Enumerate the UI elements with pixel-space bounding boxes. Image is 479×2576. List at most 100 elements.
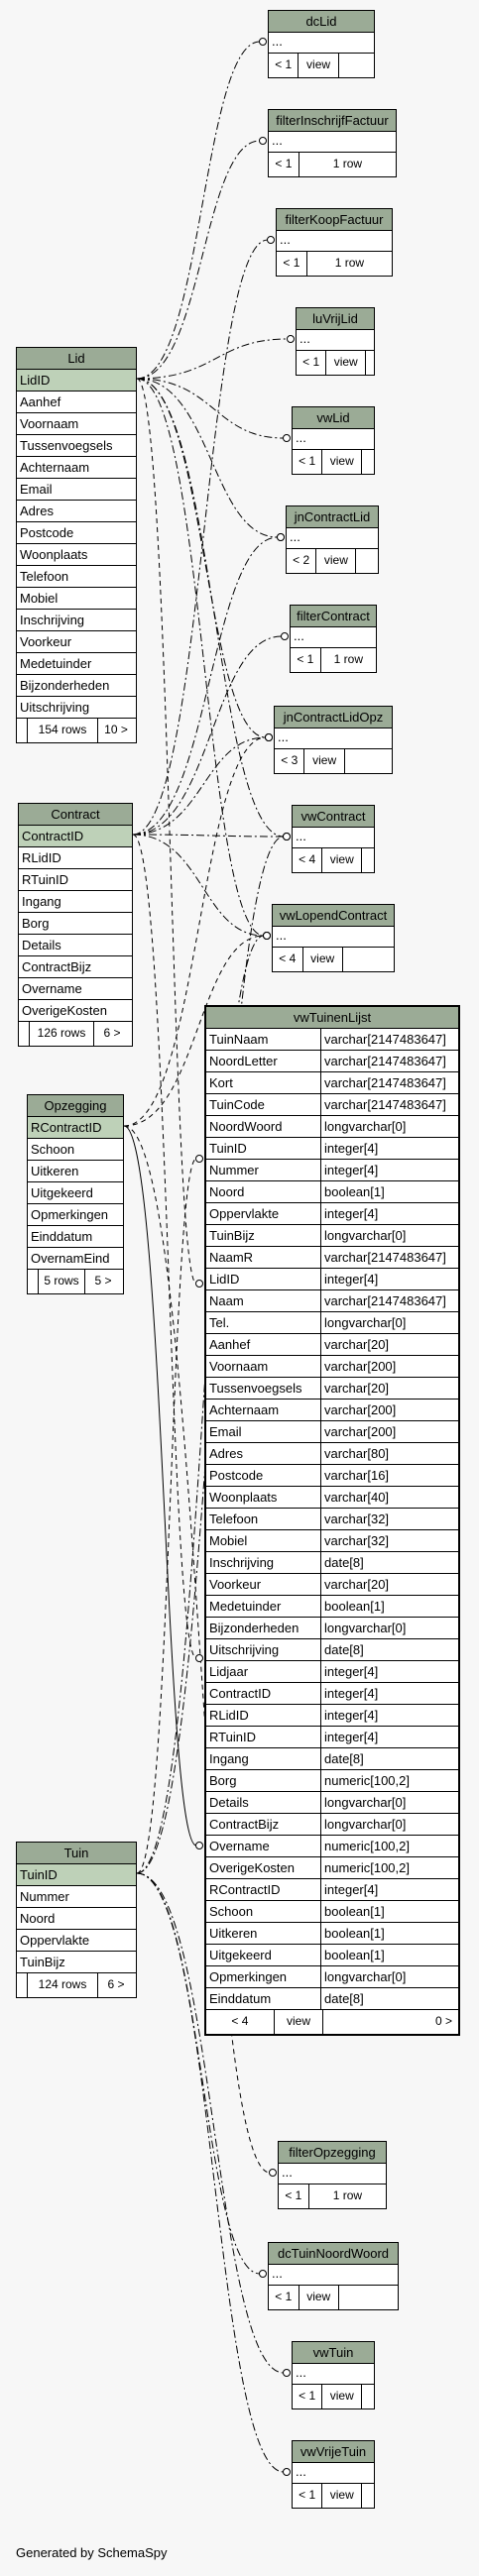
table-contract-header[interactable]: Contract xyxy=(19,804,132,826)
vwTuinenLijst-column[interactable]: Aanhef varchar[20] xyxy=(206,1334,458,1356)
table-lid-header[interactable]: Lid xyxy=(17,348,136,370)
vwTuinenLijst-column[interactable]: Ingang date[8] xyxy=(206,1748,458,1770)
table-lid-column[interactable]: Achternaam xyxy=(17,457,136,479)
vwTuinenLijst-column[interactable]: Voornaam varchar[200] xyxy=(206,1356,458,1378)
vwTuinenLijst-column[interactable]: TuinID integer[4] xyxy=(206,1138,458,1160)
vwTuinenLijst-column[interactable]: Email varchar[200] xyxy=(206,1421,458,1443)
table-tuin-pk[interactable]: TuinID xyxy=(17,1864,136,1886)
view-dcLid[interactable]: dcLid... < 1 view xyxy=(268,10,375,78)
vwTuinenLijst-column[interactable]: Overname numeric[100,2] xyxy=(206,1836,458,1857)
vwTuinenLijst-column[interactable]: TuinNaam varchar[2147483647] xyxy=(206,1029,458,1051)
table-lid-column[interactable]: Telefoon xyxy=(17,566,136,588)
table-lid-column[interactable]: Postcode xyxy=(17,522,136,544)
view-vwTuin[interactable]: vwTuin... < 1 view xyxy=(292,2341,375,2409)
table-lid[interactable]: Lid LidID Aanhef Voornaam Tussenvoegsels Acht… xyxy=(16,347,137,743)
view-header[interactable]: filterKoopFactuur xyxy=(277,209,392,231)
table-opzegging-column[interactable]: Uitgekeerd xyxy=(28,1182,123,1204)
vwTuinenLijst-column[interactable]: Uitgekeerd boolean[1] xyxy=(206,1945,458,1966)
vwTuinenLijst-column[interactable]: RContractID integer[4] xyxy=(206,1879,458,1901)
view-header[interactable]: vwLid xyxy=(293,407,374,429)
vwTuinenLijst-column[interactable]: ContractID integer[4] xyxy=(206,1683,458,1705)
view-vwLid[interactable]: vwLid... < 1 view xyxy=(292,406,375,475)
table-tuin-column[interactable]: TuinBijz xyxy=(17,1952,136,1973)
view-header[interactable]: jnContractLid xyxy=(287,506,378,528)
table-opzegging-column[interactable]: Opmerkingen xyxy=(28,1204,123,1226)
vwTuinenLijst-column[interactable]: Inschrijving date[8] xyxy=(206,1552,458,1574)
view-jnContractLidOpz[interactable]: jnContractLidOpz... < 3 view xyxy=(274,706,393,774)
table-lid-column[interactable]: Uitschrijving xyxy=(17,697,136,719)
table-tuin-column[interactable]: Noord xyxy=(17,1908,136,1930)
vwTuinenLijst-column[interactable]: RLidID integer[4] xyxy=(206,1705,458,1727)
vwTuinenLijst-column[interactable]: Medetuinder boolean[1] xyxy=(206,1596,458,1618)
vwTuinenLijst-column[interactable]: Uitschrijving date[8] xyxy=(206,1639,458,1661)
vwTuinenLijst-column[interactable]: TuinBijz longvarchar[0] xyxy=(206,1225,458,1247)
view-header[interactable]: filterInschrijfFactuur xyxy=(269,110,396,132)
vwTuinenLijst-column[interactable]: Borg numeric[100,2] xyxy=(206,1770,458,1792)
vwTuinenLijst-column[interactable]: NoordLetter varchar[2147483647] xyxy=(206,1051,458,1072)
view-header[interactable]: dcTuinNoordWoord xyxy=(269,2243,398,2265)
vwTuinenLijst-column[interactable]: Woonplaats varchar[40] xyxy=(206,1487,458,1509)
view-header[interactable]: dcLid xyxy=(269,11,374,33)
table-lid-column[interactable]: Inschrijving xyxy=(17,610,136,631)
vwTuinenLijst-column[interactable]: Uitkeren boolean[1] xyxy=(206,1923,458,1945)
table-opzegging-column[interactable]: OvernamEind xyxy=(28,1248,123,1270)
vwTuinenLijst-column[interactable]: Oppervlakte integer[4] xyxy=(206,1203,458,1225)
vwTuinenLijst-column[interactable]: Nummer integer[4] xyxy=(206,1160,458,1181)
table-lid-column[interactable]: Mobiel xyxy=(17,588,136,610)
view-header[interactable]: jnContractLidOpz xyxy=(275,707,392,728)
vwTuinenLijst-column[interactable]: Bijzonderheden longvarchar[0] xyxy=(206,1618,458,1639)
vwTuinenLijst-column[interactable]: Telefoon varchar[32] xyxy=(206,1509,458,1530)
table-contract-column[interactable]: Borg xyxy=(19,913,132,935)
table-tuin-header[interactable]: Tuin xyxy=(17,1843,136,1864)
vwTuinenLijst-column[interactable]: Schoon boolean[1] xyxy=(206,1901,458,1923)
vwTuinenLijst-column[interactable]: Kort varchar[2147483647] xyxy=(206,1072,458,1094)
view-header[interactable]: vwLopendContract xyxy=(273,905,394,927)
table-opzegging-column[interactable]: Schoon xyxy=(28,1139,123,1161)
table-tuin-column[interactable]: Oppervlakte xyxy=(17,1930,136,1952)
vwTuinenLijst-column[interactable]: TuinCode varchar[2147483647] xyxy=(206,1094,458,1116)
view-filterContract[interactable]: filterContract... < 1 1 row xyxy=(290,605,377,673)
vwTuinenLijst-header[interactable]: vwTuinenLijst xyxy=(206,1007,458,1029)
vwTuinenLijst-column[interactable]: Voorkeur varchar[20] xyxy=(206,1574,458,1596)
vwTuinenLijst-column[interactable]: ContractBijz longvarchar[0] xyxy=(206,1814,458,1836)
table-contract[interactable]: Contract ContractID RLidID RTuinID Ingang Bor… xyxy=(18,803,133,1047)
view-luVrijLid[interactable]: luVrijLid... < 1 view xyxy=(296,307,375,376)
table-tuin-column[interactable]: Nummer xyxy=(17,1886,136,1908)
vwTuinenLijst-column[interactable]: RTuinID integer[4] xyxy=(206,1727,458,1748)
table-contract-column[interactable]: OverigeKosten xyxy=(19,1000,132,1022)
table-opzegging-column[interactable]: Einddatum xyxy=(28,1226,123,1248)
table-lid-pk[interactable]: LidID xyxy=(17,370,136,392)
vwTuinenLijst-column[interactable]: Tussenvoegsels varchar[20] xyxy=(206,1378,458,1400)
table-lid-column[interactable]: Tussenvoegsels xyxy=(17,435,136,457)
vwTuinenLijst-column[interactable]: LidID integer[4] xyxy=(206,1269,458,1290)
view-vwTuinenLijst[interactable]: vwTuinenLijst TuinNaam varchar[2147483647]… xyxy=(204,1005,460,2036)
table-contract-column[interactable]: Details xyxy=(19,935,132,956)
view-filterKoopFactuur[interactable]: filterKoopFactuur... < 1 1 row xyxy=(276,208,393,277)
table-contract-column[interactable]: ContractBijz xyxy=(19,956,132,978)
table-lid-column[interactable]: Email xyxy=(17,479,136,501)
vwTuinenLijst-column[interactable]: OverigeKosten numeric[100,2] xyxy=(206,1857,458,1879)
table-contract-column[interactable]: Ingang xyxy=(19,891,132,913)
vwTuinenLijst-column[interactable]: Opmerkingen longvarchar[0] xyxy=(206,1966,458,1988)
vwTuinenLijst-column[interactable]: NoordWoord longvarchar[0] xyxy=(206,1116,458,1138)
view-jnContractLid[interactable]: jnContractLid... < 2 view xyxy=(286,505,379,574)
table-contract-column[interactable]: RLidID xyxy=(19,847,132,869)
table-lid-column[interactable]: Bijzonderheden xyxy=(17,675,136,697)
view-header[interactable]: vwTuin xyxy=(293,2342,374,2364)
vwTuinenLijst-column[interactable]: Tel. longvarchar[0] xyxy=(206,1312,458,1334)
view-filterInschrijfFactuur[interactable]: filterInschrijfFactuur... < 1 1 row xyxy=(268,109,397,177)
vwTuinenLijst-column[interactable]: Naam varchar[2147483647] xyxy=(206,1290,458,1312)
vwTuinenLijst-column[interactable]: Noord boolean[1] xyxy=(206,1181,458,1203)
vwTuinenLijst-column[interactable]: NaamR varchar[2147483647] xyxy=(206,1247,458,1269)
view-dcTuinNoordWoord[interactable]: dcTuinNoordWoord... < 1 view xyxy=(268,2242,399,2310)
table-tuin[interactable]: Tuin TuinID Nummer Noord Oppervlakte TuinBijz… xyxy=(16,1842,137,1998)
view-vwVrijeTuin[interactable]: vwVrijeTuin... < 1 view xyxy=(292,2440,375,2509)
view-vwContract[interactable]: vwContract... < 4 view xyxy=(292,805,375,873)
table-contract-pk[interactable]: ContractID xyxy=(19,826,132,847)
table-opzegging-column[interactable]: Uitkeren xyxy=(28,1161,123,1182)
table-lid-column[interactable]: Medetuinder xyxy=(17,653,136,675)
view-header[interactable]: filterOpzegging xyxy=(279,2142,386,2164)
table-opzegging-pk[interactable]: RContractID xyxy=(28,1117,123,1139)
vwTuinenLijst-column[interactable]: Details longvarchar[0] xyxy=(206,1792,458,1814)
table-lid-column[interactable]: Voorkeur xyxy=(17,631,136,653)
